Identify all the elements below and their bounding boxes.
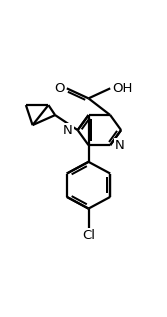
Text: Cl: Cl — [82, 230, 95, 243]
Text: OH: OH — [112, 82, 133, 95]
Text: O: O — [54, 82, 65, 95]
Text: N: N — [63, 124, 73, 137]
Text: N: N — [115, 139, 125, 152]
